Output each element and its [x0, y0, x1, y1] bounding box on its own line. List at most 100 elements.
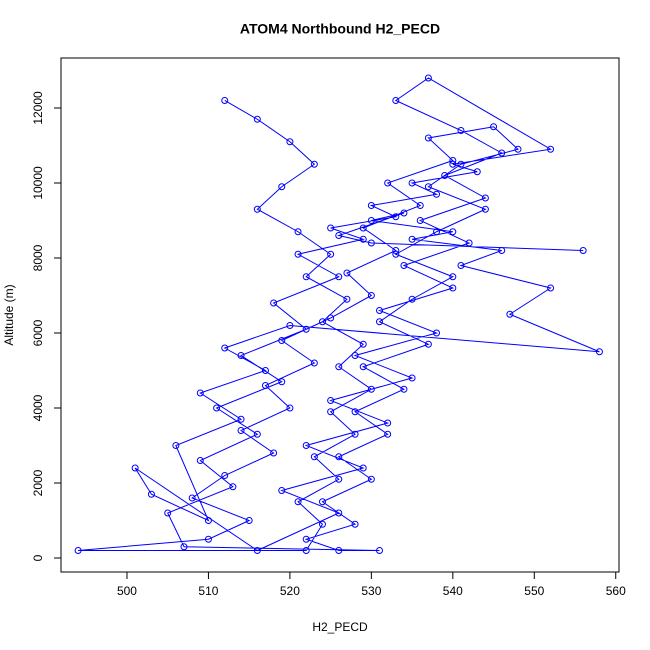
- data-point: [359, 464, 367, 472]
- data-point: [547, 145, 555, 153]
- data-point: [367, 475, 375, 483]
- data-point: [579, 246, 587, 254]
- y-tick-label: 4000: [31, 394, 45, 421]
- data-point: [351, 430, 359, 438]
- data-point: [351, 352, 359, 360]
- data-point: [302, 442, 310, 450]
- x-tick-label: 510: [198, 584, 218, 598]
- data-point: [514, 145, 522, 153]
- data-point: [473, 168, 481, 176]
- x-tick-label: 560: [606, 584, 626, 598]
- data-point: [351, 408, 359, 416]
- data-point: [196, 389, 204, 397]
- data-point: [327, 250, 335, 258]
- data-point: [441, 171, 449, 179]
- data-point: [270, 299, 278, 307]
- data-point: [196, 457, 204, 465]
- data-point: [221, 344, 229, 352]
- data-point: [424, 340, 432, 348]
- data-point: [424, 183, 432, 191]
- data-point: [310, 453, 318, 461]
- data-point: [392, 246, 400, 254]
- data-point: [180, 543, 188, 551]
- data-point: [327, 408, 335, 416]
- data-point: [310, 160, 318, 168]
- data-point: [204, 517, 212, 525]
- data-point: [367, 385, 375, 393]
- data-point: [335, 475, 343, 483]
- data-point: [506, 310, 514, 318]
- data-point: [457, 160, 465, 168]
- data-point: [384, 179, 392, 187]
- y-tick-label: 6000: [31, 319, 45, 346]
- data-point: [294, 498, 302, 506]
- data-point: [400, 385, 408, 393]
- data-point: [547, 284, 555, 292]
- data-point: [408, 374, 416, 382]
- y-tick-label: 2000: [31, 469, 45, 496]
- data-point: [359, 224, 367, 232]
- data-point: [318, 520, 326, 528]
- data-point: [376, 318, 384, 326]
- data-point: [595, 348, 603, 356]
- data-point: [335, 231, 343, 239]
- x-tick-label: 550: [524, 584, 544, 598]
- data-point: [204, 535, 212, 543]
- data-point: [278, 378, 286, 386]
- data-point: [376, 306, 384, 314]
- data-point: [286, 138, 294, 146]
- data-point: [408, 295, 416, 303]
- data-point: [253, 430, 261, 438]
- data-point: [278, 337, 286, 345]
- data-point: [270, 449, 278, 457]
- data-point: [367, 239, 375, 247]
- data-point: [164, 509, 172, 517]
- x-tick-label: 500: [117, 584, 137, 598]
- data-point: [481, 205, 489, 213]
- data-point: [351, 520, 359, 528]
- data-point: [213, 404, 221, 412]
- data-point: [147, 490, 155, 498]
- data-point: [392, 213, 400, 221]
- data-point: [302, 547, 310, 555]
- data-point: [294, 228, 302, 236]
- data-point: [433, 228, 441, 236]
- data-point: [172, 442, 180, 450]
- data-point: [449, 228, 457, 236]
- data-point: [490, 123, 498, 131]
- chart-title: ATOM4 Northbound H2_PECD: [240, 21, 440, 37]
- y-tick-label: 8000: [31, 244, 45, 271]
- data-point: [302, 325, 310, 333]
- data-point: [310, 359, 318, 367]
- data-point: [457, 261, 465, 269]
- data-point: [261, 382, 269, 390]
- x-tick-label: 530: [361, 584, 381, 598]
- data-point: [449, 156, 457, 164]
- data-point: [327, 314, 335, 322]
- data-line: [78, 77, 600, 552]
- data-point: [302, 535, 310, 543]
- data-point: [376, 547, 384, 555]
- data-point: [359, 363, 367, 371]
- x-axis-label: H2_PECD: [312, 620, 368, 634]
- y-axis-label: Altitude (m): [2, 284, 16, 345]
- data-point: [131, 464, 139, 472]
- data-point: [424, 134, 432, 142]
- data-point: [343, 269, 351, 277]
- data-point: [392, 250, 400, 258]
- data-point: [384, 419, 392, 427]
- data-point: [221, 472, 229, 480]
- data-point: [74, 547, 82, 555]
- data-point: [335, 509, 343, 517]
- data-point: [392, 96, 400, 104]
- data-point: [400, 261, 408, 269]
- data-point: [335, 273, 343, 281]
- data-point: [278, 183, 286, 191]
- data-point: [343, 295, 351, 303]
- data-point: [465, 239, 473, 247]
- y-tick-label: 10000: [31, 166, 45, 200]
- plot-frame: [60, 57, 620, 573]
- data-point: [359, 235, 367, 243]
- data-point: [253, 205, 261, 213]
- data-point: [253, 115, 261, 123]
